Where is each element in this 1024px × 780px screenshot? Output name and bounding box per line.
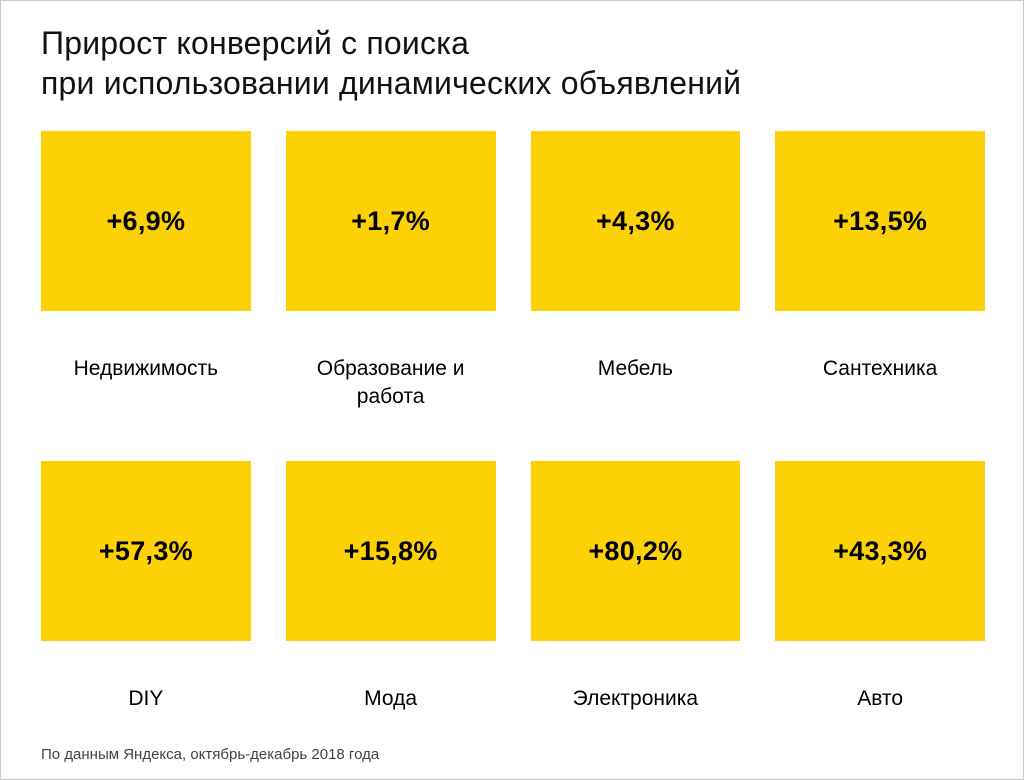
value-tile: +6,9% xyxy=(41,131,251,311)
page-title: Прирост конверсий с поиска при использов… xyxy=(41,23,985,103)
category-label: Образование и работа xyxy=(316,357,465,408)
tile-grid: +6,9% Недвижимость +1,7% Образование и р… xyxy=(41,131,985,779)
category-label: Авто xyxy=(857,687,903,710)
category-label: Электроника xyxy=(572,687,699,710)
value-tile: +80,2% xyxy=(530,461,741,641)
value-tile: +1,7% xyxy=(285,131,496,311)
value-label: +15,8% xyxy=(343,535,438,566)
chart-cell-plumbing: +13,5% Сантехника xyxy=(775,131,985,461)
value-label: +43,3% xyxy=(833,535,928,566)
chart-cell-real-estate: +6,9% Недвижимость xyxy=(41,131,251,461)
chart-cell-diy: +57,3% DIY xyxy=(41,461,251,779)
value-label: +4,3% xyxy=(595,205,675,236)
value-tile: +15,8% xyxy=(285,461,496,641)
page-title-line2: при использовании динамических объявлени… xyxy=(41,65,742,101)
value-tile: +13,5% xyxy=(775,131,985,311)
category-label: Недвижимость xyxy=(73,357,219,380)
value-tile: +43,3% xyxy=(775,461,985,641)
category-label: Сантехника xyxy=(822,357,938,380)
value-label: +13,5% xyxy=(833,205,928,236)
value-label: +1,7% xyxy=(351,205,431,236)
chart-cell-fashion: +15,8% Мода xyxy=(285,461,496,779)
value-tile: +4,3% xyxy=(530,131,741,311)
chart-cell-furniture: +4,3% Мебель xyxy=(530,131,741,461)
category-label: Мебель xyxy=(597,357,673,380)
value-label: +6,9% xyxy=(106,205,186,236)
page-title-line1: Прирост конверсий с поиска xyxy=(41,25,470,61)
data-source-note: По данным Яндекса, октябрь-декабрь 2018 … xyxy=(41,746,380,763)
category-label: DIY xyxy=(128,687,164,710)
chart-cell-education: +1,7% Образование и работа xyxy=(285,131,496,461)
category-label: Мода xyxy=(364,687,418,710)
chart-cell-auto: +43,3% Авто xyxy=(775,461,985,779)
value-label: +80,2% xyxy=(588,535,683,566)
value-label: +57,3% xyxy=(98,535,193,566)
chart-cell-electronics: +80,2% Электроника xyxy=(530,461,741,779)
value-tile: +57,3% xyxy=(41,461,251,641)
